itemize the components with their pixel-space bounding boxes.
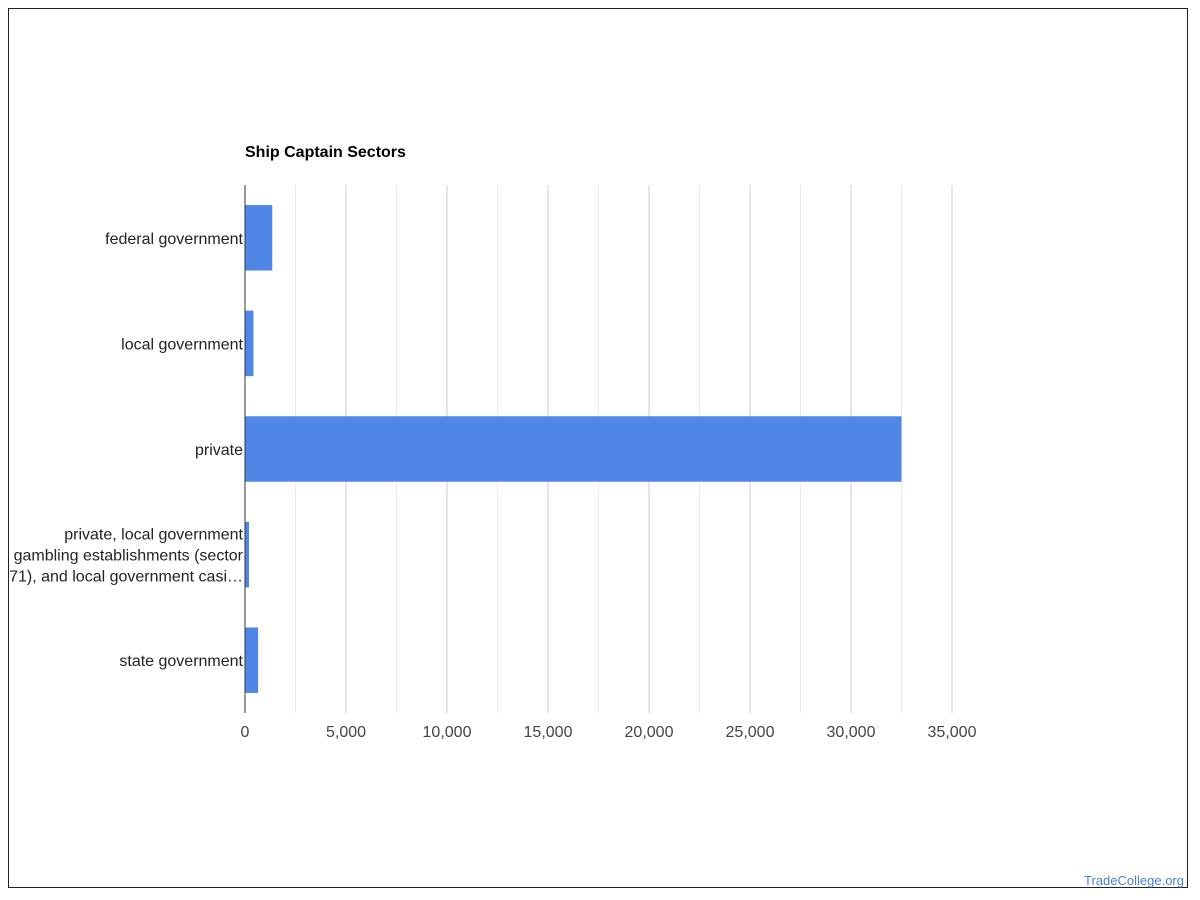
category-label: private [195, 442, 243, 459]
x-tick-label: 5,000 [326, 724, 366, 741]
x-tick-label: 0 [241, 724, 250, 741]
category-labels: federal government local government privat… [9, 231, 244, 670]
x-tick-labels: 0 5,000 10,000 15,000 20,000 25,000 30,000 35,0… [241, 724, 977, 741]
chart-title: Ship Captain Sectors [245, 144, 406, 161]
x-tick-label: 30,000 [827, 724, 876, 741]
x-tick-label: 10,000 [423, 724, 472, 741]
x-tick-label: 20,000 [625, 724, 674, 741]
bar [245, 310, 254, 377]
x-tick-label: 25,000 [726, 724, 775, 741]
bars [245, 205, 902, 693]
x-tick-label: 15,000 [524, 724, 573, 741]
bar [245, 521, 250, 588]
category-label: private, local government gambling establ… [9, 527, 244, 586]
bar [245, 416, 902, 482]
bar [245, 627, 259, 693]
chart-frame [8, 8, 1188, 888]
bar [245, 205, 273, 271]
x-tick-label: 35,000 [928, 724, 977, 741]
watermark-link[interactable]: TradeCollege.org [1084, 873, 1184, 888]
category-label: federal government [105, 231, 243, 248]
category-label: state government [119, 653, 243, 670]
category-label: local government [121, 336, 243, 353]
